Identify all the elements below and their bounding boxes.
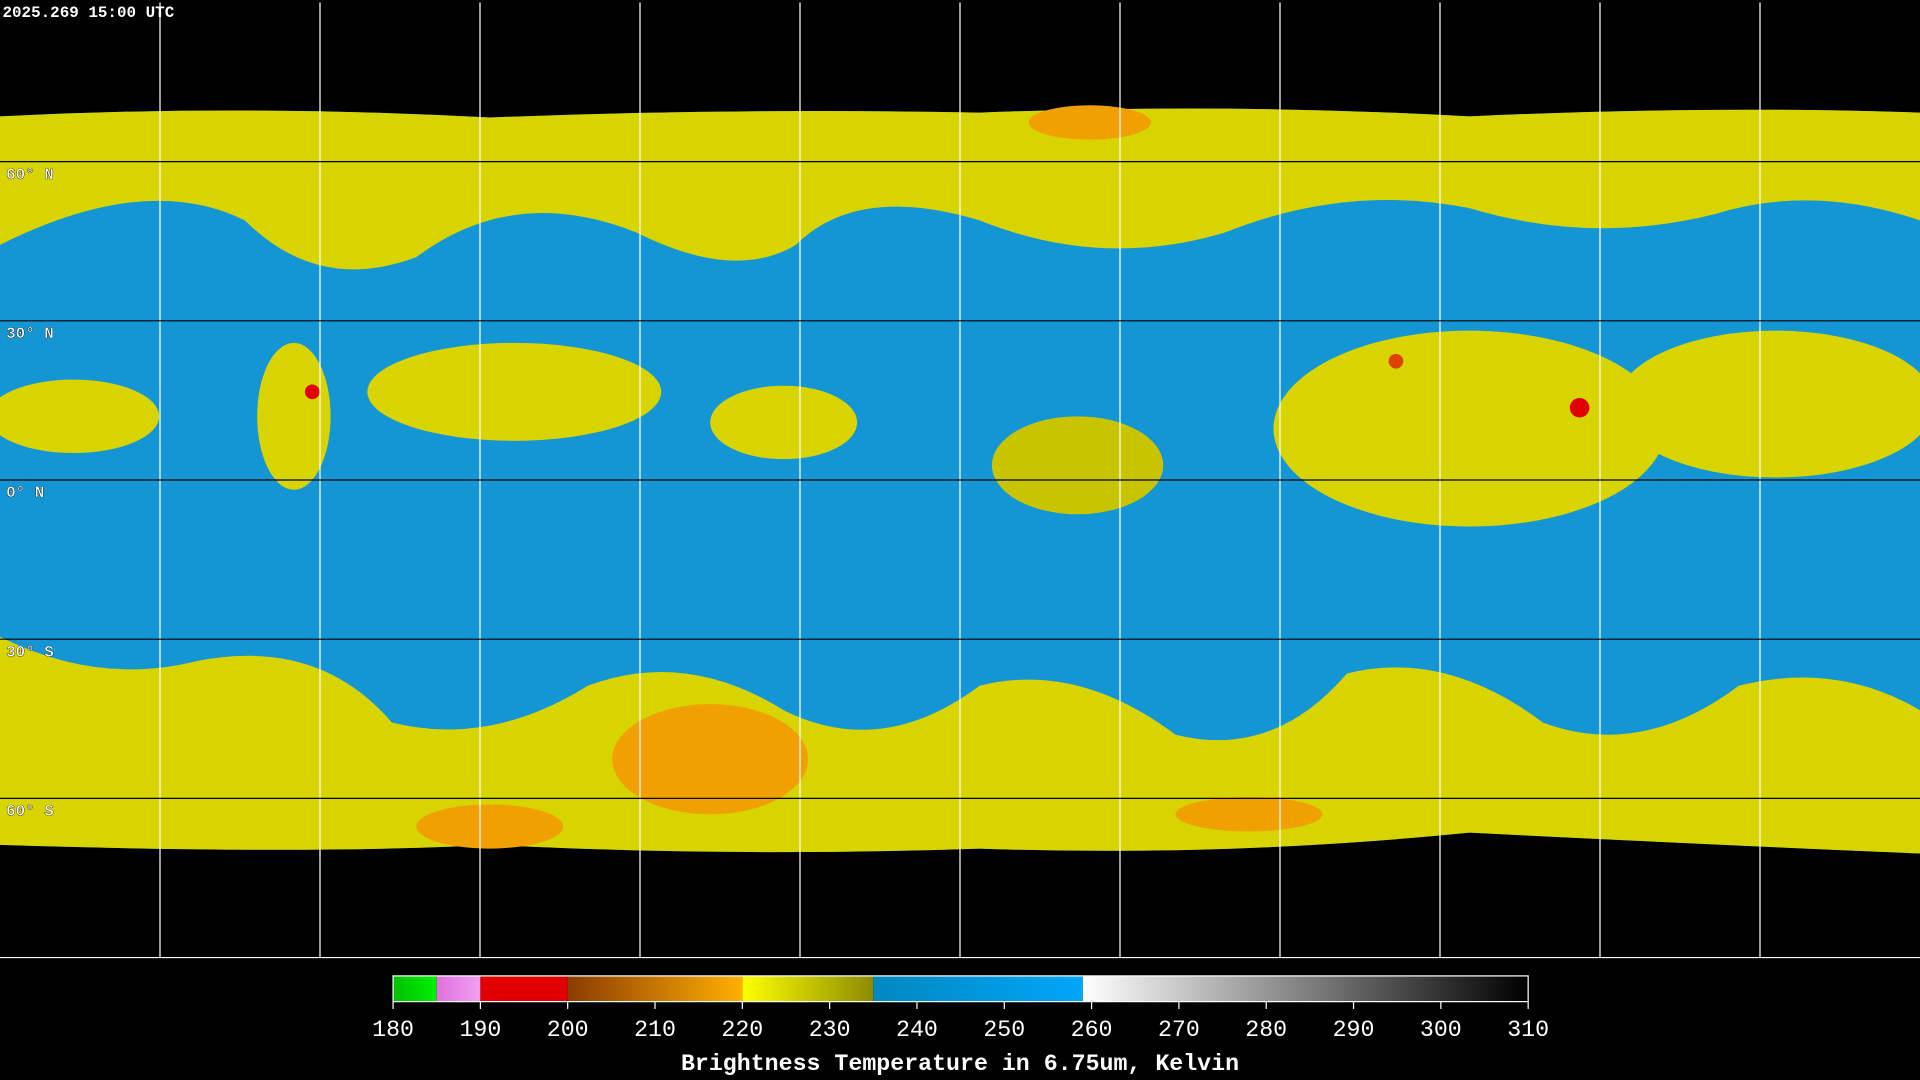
colorbar-frame [392, 975, 1529, 1003]
colorbar-segment [393, 975, 437, 1002]
cold-region [612, 704, 809, 815]
colorbar-tick-label: 220 [721, 1017, 763, 1043]
colorbar-tick-label: 210 [634, 1017, 676, 1043]
moist-region [367, 342, 662, 441]
colorbar-segment [567, 975, 743, 1002]
colorbar-tick-label: 230 [809, 1017, 851, 1043]
cold-region [416, 804, 564, 849]
colorbar-segment [742, 975, 874, 1002]
colorbar-tick-label: 310 [1507, 1017, 1549, 1043]
colorbar: 180 190 200 210 220 230 240 250 260 270 280 290 300 3… [372, 975, 1549, 1043]
convective-core [1569, 397, 1590, 418]
colorbar-tick-label: 270 [1158, 1017, 1200, 1043]
colorbar-tick-label: 200 [547, 1017, 589, 1043]
moist-region [0, 379, 160, 454]
colorbar-segment [480, 975, 568, 1002]
colorbar-tick-label: 260 [1071, 1017, 1113, 1043]
timestamp: 2025.269 15:00 UTC [2, 4, 174, 22]
latitude-label: 30° S [6, 643, 54, 661]
colorbar-tick-label: 180 [372, 1017, 414, 1043]
colorbar-segment [873, 975, 1083, 1002]
colorbar-segment [1082, 975, 1529, 1002]
colorbar-tick-label: 300 [1420, 1017, 1462, 1043]
cold-region [1175, 797, 1323, 832]
colorbar-tick-label: 290 [1333, 1017, 1375, 1043]
latitude-label: 30° N [6, 325, 54, 343]
colorbar-segment [436, 975, 481, 1002]
convective-core [1388, 353, 1404, 369]
graticule: 60° N 30° N 0° N 30° S 60° S [0, 2, 1920, 959]
colorbar-tick-label: 250 [983, 1017, 1025, 1043]
latitude-label: 0° N [6, 484, 44, 502]
latitude-label: 60° S [6, 803, 54, 821]
moist-region [1616, 330, 1920, 478]
colorbar-tick-label: 280 [1245, 1017, 1287, 1043]
moist-region [710, 385, 858, 460]
cold-region [1028, 105, 1152, 140]
latitude-label: 60° N [6, 166, 54, 184]
moist-region [257, 342, 331, 490]
convective-core [304, 384, 320, 400]
moist-region [991, 416, 1164, 515]
colorbar-title: Brightness Temperature in 6.75um, Kelvin [681, 1051, 1239, 1077]
colorbar-tick-label: 190 [459, 1017, 501, 1043]
colorbar-tick-label: 240 [896, 1017, 938, 1043]
moist-region [1273, 330, 1666, 527]
